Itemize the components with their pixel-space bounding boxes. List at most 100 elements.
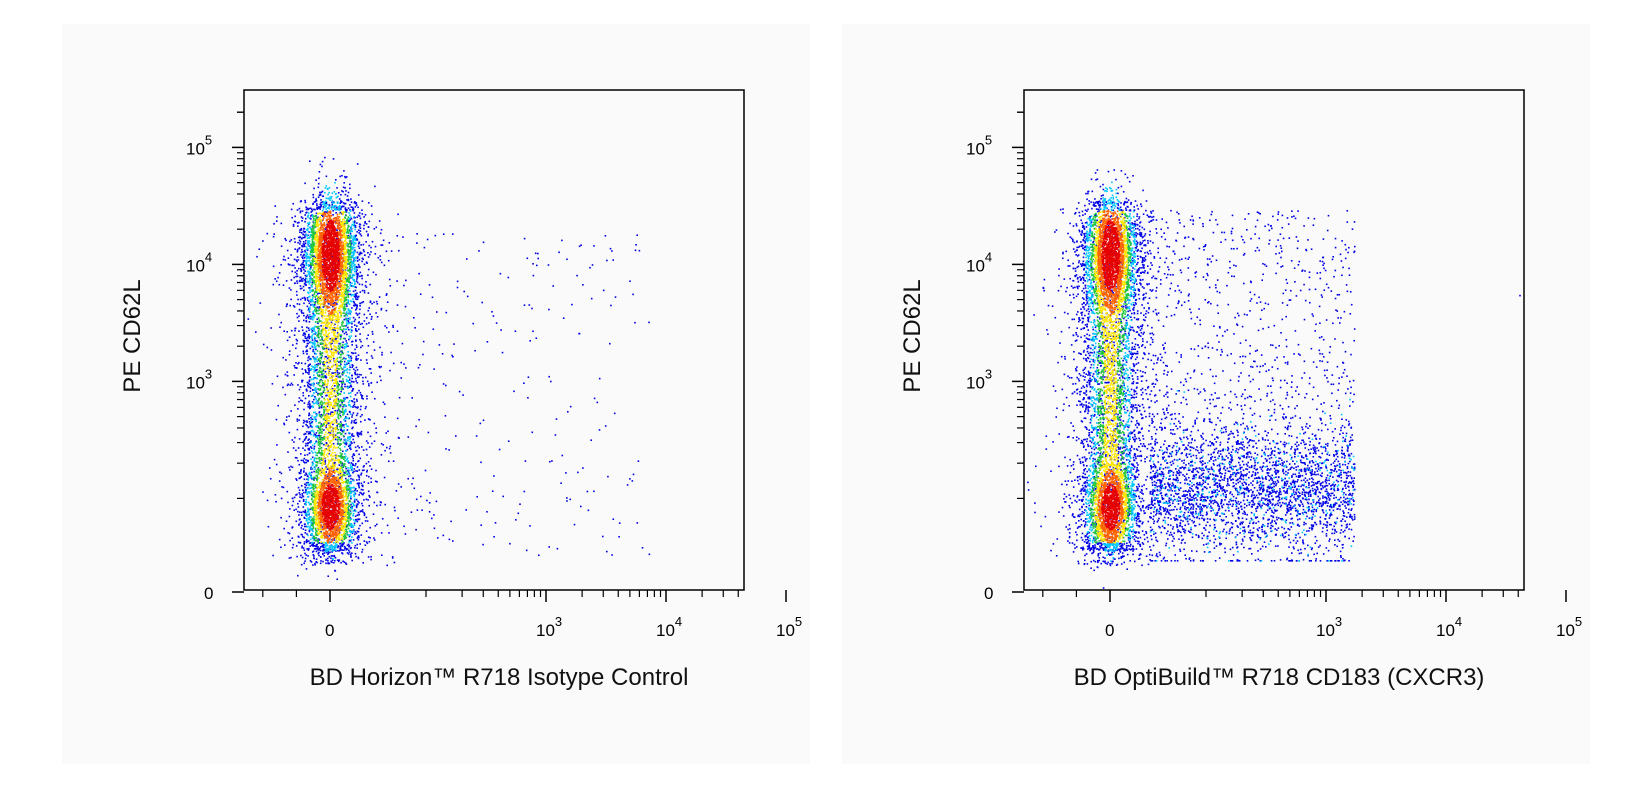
event-dot [324, 384, 327, 386]
event-dot [383, 264, 386, 267]
event-dot [348, 545, 351, 547]
event-dot [326, 405, 329, 408]
event-dot [300, 276, 302, 279]
event-dot [320, 442, 323, 445]
event-dot [320, 436, 322, 439]
event-dot [360, 474, 362, 476]
event-dot [334, 181, 336, 184]
event-dot [334, 400, 336, 402]
event-dot [333, 406, 336, 409]
event-dot [313, 445, 316, 448]
event-dot [591, 264, 594, 266]
event-dot [347, 425, 350, 428]
event-dot [304, 513, 307, 515]
event-dot [332, 558, 334, 560]
event-dot [336, 411, 339, 414]
event-dot [323, 412, 325, 414]
event-dot [348, 220, 350, 222]
event-dot [411, 483, 413, 485]
event-dot [368, 307, 370, 309]
event-dot [308, 278, 311, 280]
event-dot [353, 244, 355, 246]
event-dot [276, 444, 278, 446]
event-dot [275, 500, 277, 503]
event-dot [310, 234, 313, 237]
event-dot [340, 350, 342, 352]
event-dot [329, 368, 332, 370]
event-dot [355, 298, 357, 301]
event-dot [313, 187, 315, 190]
event-dot [323, 411, 326, 413]
event-dot [345, 279, 348, 281]
event-dot [358, 536, 360, 539]
event-dot [335, 339, 338, 342]
event-dot [380, 308, 383, 311]
event-dot [331, 388, 334, 390]
event-dot [354, 224, 357, 227]
event-dot [353, 226, 356, 228]
event-dot [306, 305, 309, 308]
event-dot [347, 470, 349, 472]
event-dot [349, 264, 351, 266]
event-dot [320, 440, 322, 443]
event-dot [325, 448, 327, 450]
event-dot [344, 307, 346, 310]
event-dot [335, 375, 338, 377]
event-dot [353, 302, 356, 304]
event-dot [307, 514, 309, 516]
event-dot [303, 461, 305, 463]
event-dot [304, 483, 306, 486]
event-dot [638, 249, 641, 252]
event-dot [286, 303, 288, 306]
event-dot [349, 249, 352, 252]
event-dot [303, 433, 305, 436]
event-dot [355, 280, 358, 282]
event-dot [296, 493, 298, 496]
event-dot [321, 165, 323, 168]
event-dot [359, 302, 361, 305]
event-dot [353, 368, 355, 371]
event-dot [349, 183, 351, 186]
event-dot [380, 532, 383, 534]
event-dot [353, 250, 356, 253]
event-dot [526, 257, 529, 260]
event-dot [311, 280, 314, 282]
event-dot [322, 423, 324, 426]
event-dot [334, 205, 336, 207]
event-dot [293, 220, 296, 223]
event-dot [306, 487, 309, 490]
event-dot [316, 476, 319, 478]
event-dot [373, 349, 376, 351]
event-dot [349, 231, 352, 233]
event-dot [313, 276, 316, 278]
event-dot [311, 283, 314, 285]
event-dot [313, 383, 315, 385]
event-dot [313, 458, 315, 461]
event-dot [331, 555, 334, 557]
event-dot [330, 412, 333, 414]
event-dot [334, 338, 337, 341]
event-dot [341, 537, 343, 539]
event-dot [344, 442, 346, 445]
event-dot [353, 403, 356, 405]
event-dot [321, 346, 324, 348]
event-dot [310, 561, 313, 563]
event-dot [345, 467, 347, 470]
event-dot [311, 249, 314, 252]
event-dot [322, 369, 325, 372]
event-dot [297, 236, 300, 239]
event-dot [327, 197, 330, 200]
event-dot [367, 334, 369, 336]
event-dot [319, 203, 321, 206]
event-dot [310, 458, 312, 460]
event-dot [350, 380, 353, 383]
event-dot [315, 310, 318, 312]
event-dot [316, 403, 319, 405]
event-dot [369, 496, 371, 498]
event-dot [435, 500, 438, 503]
event-dot [318, 332, 321, 335]
event-dot [334, 447, 337, 449]
event-dot [352, 453, 355, 455]
event-dot [369, 300, 372, 302]
event-dot [356, 278, 358, 280]
